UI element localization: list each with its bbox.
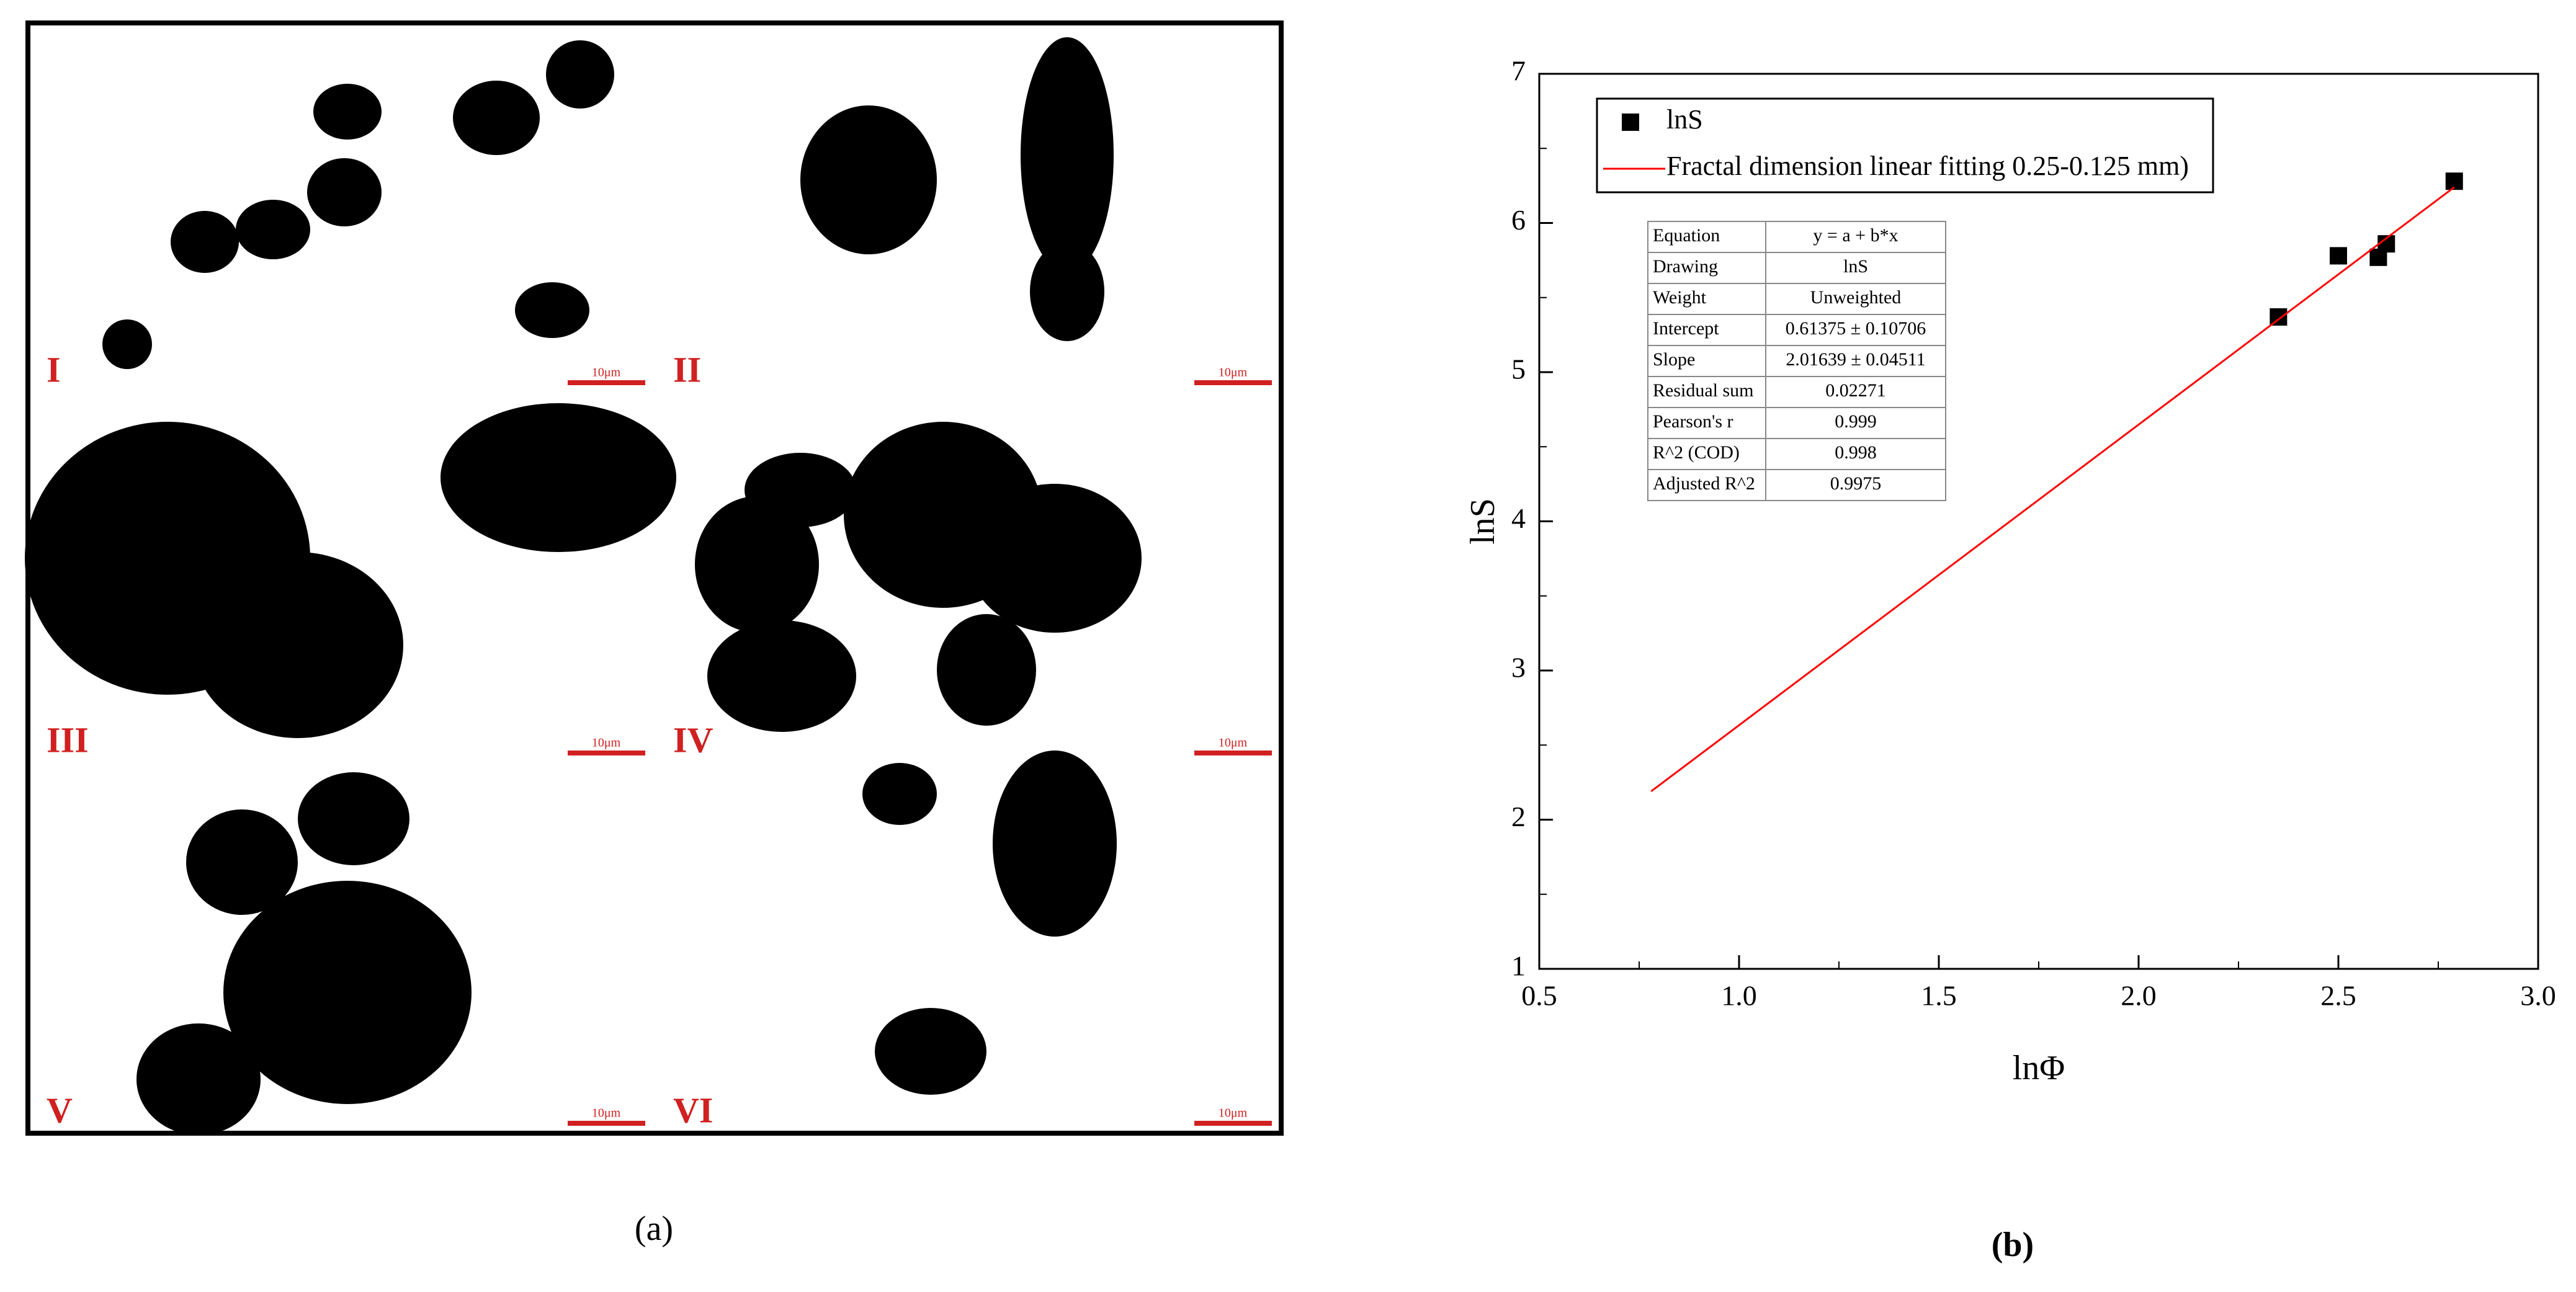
- sub-label: V: [47, 1090, 73, 1130]
- table-cell: [1647, 314, 1766, 346]
- table-value: Unweighted: [1810, 287, 1902, 308]
- table-cell: [1765, 252, 1946, 284]
- panel-label: (b): [1992, 1226, 2034, 1264]
- plot-frame: [1538, 73, 2539, 970]
- x-tick-label: 1.0: [1721, 980, 1757, 1012]
- table-value: 2.01639 ± 0.04511: [1786, 349, 1925, 370]
- y-tick-label: 7: [1511, 55, 1526, 87]
- y-tick-label: 6: [1511, 204, 1526, 236]
- legend-label: Fractal dimension linear fitting 0.25-0.…: [1666, 151, 2189, 181]
- table-key: R^2 (COD): [1653, 442, 1740, 463]
- sub-label: III: [47, 720, 89, 760]
- x-tick-label: 1.5: [1921, 980, 1957, 1012]
- table-key: Equation: [1653, 225, 1720, 246]
- table-value: 0.999: [1835, 411, 1877, 432]
- table-value: 0.998: [1835, 442, 1877, 463]
- table-cell: [1647, 345, 1766, 377]
- table-cell: [1647, 252, 1766, 284]
- sub-label: VI: [673, 1090, 713, 1130]
- table-value: 0.61375 ± 0.10706: [1786, 318, 1926, 339]
- table-cell: [1647, 221, 1766, 253]
- legend-box: [1596, 97, 2214, 194]
- table-key: Weight: [1653, 287, 1707, 308]
- scale-bar-label: 10μm: [592, 736, 621, 750]
- table-value: lnS: [1843, 256, 1868, 277]
- scale-bar-label: 10μm: [1219, 736, 1248, 750]
- table-value: 0.02271: [1825, 380, 1886, 401]
- table-cell: [1647, 469, 1766, 501]
- sub-label: IV: [673, 720, 713, 760]
- x-tick-label: 2.0: [2121, 980, 2157, 1012]
- table-key: Adjusted R^2: [1653, 473, 1755, 494]
- fit-line: [1650, 186, 2455, 793]
- y-tick-label: 5: [1511, 354, 1526, 385]
- panel-label: (a): [635, 1210, 673, 1248]
- table-key: Drawing: [1653, 256, 1718, 277]
- data-point: [2445, 172, 2463, 190]
- x-tick-label: 3.0: [2520, 980, 2556, 1012]
- x-tick-label: 0.5: [1521, 980, 1557, 1012]
- table-key: Slope: [1653, 349, 1695, 370]
- table-cell: [1765, 469, 1946, 501]
- y-tick-label: 4: [1511, 502, 1526, 534]
- table-key: Pearson's r: [1653, 411, 1733, 432]
- legend-label: lnS: [1666, 104, 1703, 135]
- y-tick-label: 3: [1511, 652, 1526, 684]
- table-cell: [1647, 438, 1766, 470]
- table-cell: [1765, 314, 1946, 346]
- table-key: Residual sum: [1653, 380, 1754, 401]
- micrograph: [25, 20, 1284, 1136]
- data-point: [2330, 247, 2347, 265]
- table-key: Intercept: [1653, 318, 1719, 339]
- particles: [25, 37, 1142, 1135]
- table-value: 0.9975: [1830, 473, 1882, 494]
- y-axis-label: lnS: [1464, 498, 1502, 545]
- scale-bar-label: 10μm: [592, 1107, 621, 1120]
- y-tick-label: 2: [1511, 801, 1526, 832]
- y-tick-label: 1: [1511, 950, 1526, 982]
- table-cell: [1765, 438, 1946, 470]
- x-axis-label: lnΦ: [2013, 1049, 2065, 1087]
- scale-bar-label: 10μm: [1219, 1107, 1248, 1120]
- legend-swatch: [1622, 114, 1639, 131]
- sub-label: II: [673, 349, 701, 390]
- table-cell: [1765, 221, 1946, 253]
- scale-bar-label: 10μm: [592, 366, 621, 380]
- x-tick-label: 2.5: [2320, 980, 2356, 1012]
- table-value: y = a + b*x: [1813, 225, 1898, 246]
- scale-bar-label: 10μm: [1219, 366, 1248, 380]
- sub-label: I: [47, 349, 61, 390]
